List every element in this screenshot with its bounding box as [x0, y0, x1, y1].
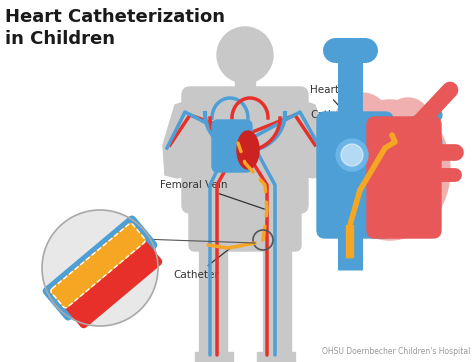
- Circle shape: [42, 210, 158, 326]
- Ellipse shape: [336, 93, 388, 143]
- Text: Femoral Vein: Femoral Vein: [160, 180, 264, 209]
- FancyBboxPatch shape: [189, 189, 301, 251]
- Polygon shape: [263, 242, 291, 310]
- FancyBboxPatch shape: [235, 80, 255, 98]
- FancyBboxPatch shape: [51, 223, 146, 308]
- FancyBboxPatch shape: [367, 117, 441, 238]
- Text: Heart Catheterization: Heart Catheterization: [5, 8, 225, 26]
- Ellipse shape: [330, 100, 450, 240]
- Ellipse shape: [237, 131, 259, 169]
- Text: Catheter: Catheter: [173, 248, 231, 280]
- Polygon shape: [263, 310, 291, 355]
- FancyBboxPatch shape: [212, 120, 252, 172]
- FancyBboxPatch shape: [63, 237, 162, 328]
- Text: Catheter: Catheter: [310, 110, 378, 153]
- Polygon shape: [199, 242, 227, 310]
- Text: Heart: Heart: [310, 85, 368, 138]
- Ellipse shape: [336, 139, 368, 171]
- Polygon shape: [163, 100, 190, 178]
- Polygon shape: [257, 352, 295, 362]
- Ellipse shape: [386, 98, 430, 142]
- Polygon shape: [300, 100, 327, 178]
- FancyBboxPatch shape: [317, 112, 393, 238]
- FancyBboxPatch shape: [43, 216, 156, 320]
- Ellipse shape: [341, 144, 363, 166]
- Circle shape: [217, 27, 273, 83]
- Polygon shape: [195, 352, 233, 362]
- Text: OHSU Doernbecher Children's Hospital: OHSU Doernbecher Children's Hospital: [322, 347, 470, 356]
- Polygon shape: [199, 310, 227, 355]
- FancyBboxPatch shape: [182, 87, 308, 213]
- Text: in Children: in Children: [5, 30, 115, 48]
